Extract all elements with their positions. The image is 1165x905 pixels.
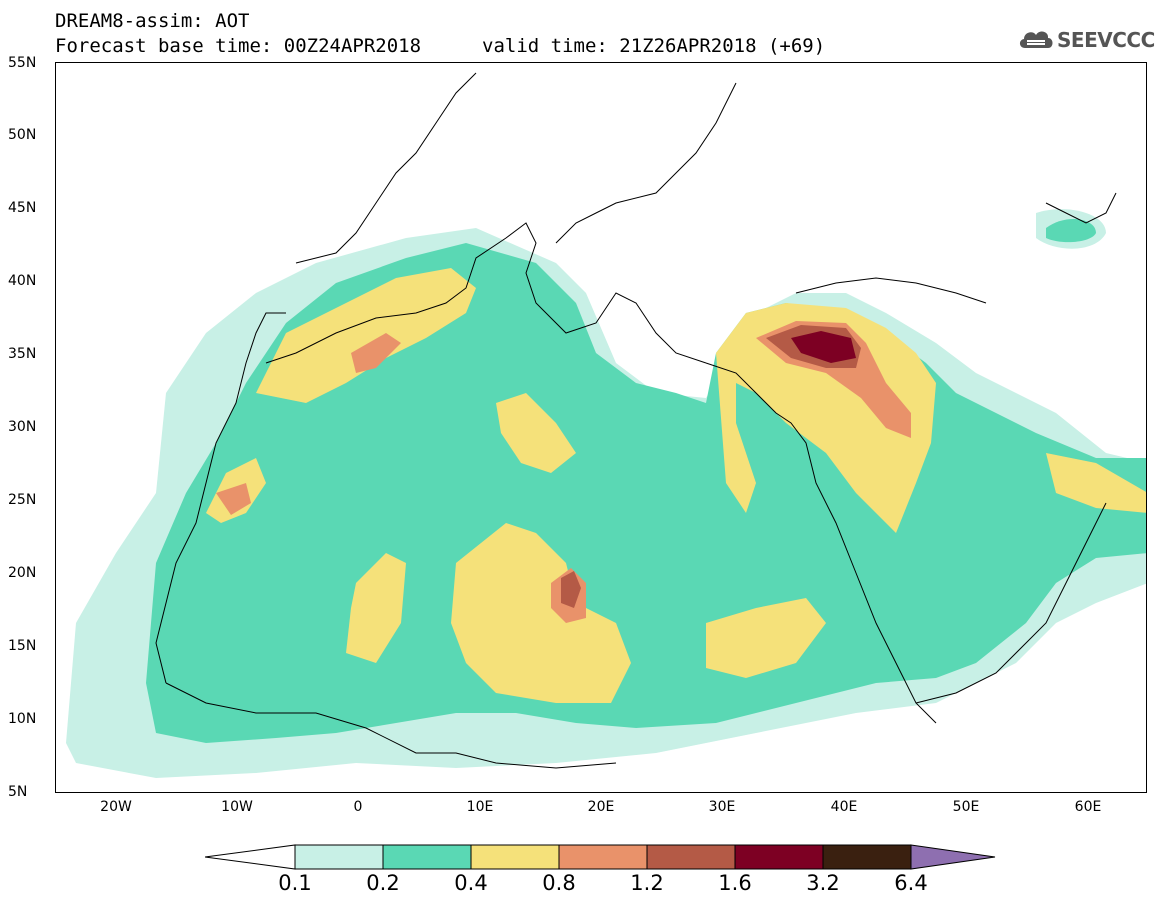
aot-contour-0.4c bbox=[346, 553, 406, 663]
colorbar-label: 0.1 bbox=[278, 871, 312, 895]
aot-contour-0.4e bbox=[496, 393, 576, 473]
lon-tick: 0 bbox=[353, 799, 363, 815]
aot-contour-1.2b bbox=[561, 571, 581, 608]
colorbar-swatch bbox=[558, 844, 648, 870]
lon-tick: 10W bbox=[221, 799, 253, 815]
lat-tick: 40N bbox=[8, 273, 37, 289]
colorbar-label: 3.2 bbox=[806, 871, 840, 895]
lon-tick: 20E bbox=[587, 799, 615, 815]
cloud-icon bbox=[1019, 31, 1053, 48]
logo-text: SEEVCCC bbox=[1057, 28, 1155, 52]
colorbar-swatch bbox=[734, 844, 824, 870]
colorbar-label: 6.4 bbox=[894, 871, 928, 895]
colorbar-label: 0.8 bbox=[542, 871, 576, 895]
aot-contour-0.4f bbox=[706, 598, 826, 678]
colorbar-swatch bbox=[646, 844, 736, 870]
lat-tick: 30N bbox=[8, 419, 37, 435]
aot-contour-0.8b bbox=[216, 483, 251, 515]
lat-tick: 35N bbox=[8, 346, 37, 362]
aot-map bbox=[66, 72, 1146, 778]
aot-contour-0.4h bbox=[1046, 453, 1146, 513]
lat-tick: 25N bbox=[8, 492, 37, 508]
colorbar-label: 1.2 bbox=[630, 871, 664, 895]
lon-tick: 10E bbox=[466, 799, 494, 815]
lat-tick: 45N bbox=[8, 200, 37, 216]
lon-tick: 20W bbox=[100, 799, 132, 815]
coastlines bbox=[155, 72, 1117, 769]
lat-tick: 5N bbox=[8, 784, 28, 800]
lat-tick: 10N bbox=[8, 711, 37, 727]
map-frame bbox=[55, 62, 1147, 793]
map-title: DREAM8-assim: AOT bbox=[55, 10, 250, 32]
aot-contour-0.4d bbox=[451, 523, 631, 703]
aot-contour-0.2b bbox=[1046, 218, 1096, 243]
colorbar-label: 0.2 bbox=[366, 871, 400, 895]
colorbar-label: 1.6 bbox=[718, 871, 752, 895]
lat-tick: 15N bbox=[8, 638, 37, 654]
aot-contour-1.6 bbox=[791, 331, 856, 363]
forecast-base-time: Forecast base time: 00Z24APR2018 bbox=[55, 35, 422, 57]
seevccc-logo: SEEVCCC bbox=[1017, 24, 1157, 56]
lon-tick: 40E bbox=[830, 799, 858, 815]
lon-tick: 30E bbox=[708, 799, 736, 815]
lat-tick: 20N bbox=[8, 565, 37, 581]
aot-contour-0.4a bbox=[256, 268, 476, 403]
colorbar-swatch bbox=[382, 844, 472, 870]
lon-tick: 60E bbox=[1074, 799, 1102, 815]
colorbar-min-triangle bbox=[205, 844, 296, 870]
colorbar-swatch bbox=[470, 844, 560, 870]
aot-contour-0.8a bbox=[351, 333, 401, 373]
colorbar bbox=[205, 844, 996, 870]
lat-tick: 50N bbox=[8, 127, 37, 143]
aot-contour-0.4g bbox=[716, 303, 936, 533]
lat-tick: 55N bbox=[8, 55, 37, 71]
valid-time: valid time: 21Z26APR2018 (+69) bbox=[482, 35, 826, 57]
lon-tick: 50E bbox=[952, 799, 980, 815]
colorbar-label: 0.4 bbox=[454, 871, 488, 895]
colorbar-swatch bbox=[294, 844, 384, 870]
colorbar-swatch bbox=[822, 844, 912, 870]
colorbar-max-triangle bbox=[910, 844, 996, 870]
